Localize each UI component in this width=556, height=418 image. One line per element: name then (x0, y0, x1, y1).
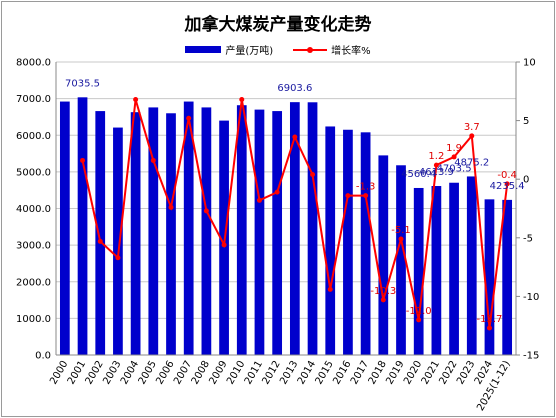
growth-point (469, 133, 475, 139)
line-data-label: 1.2 (428, 151, 444, 162)
y-left-tick-label: 1000.0 (16, 314, 51, 325)
growth-point (221, 242, 227, 248)
bar (236, 105, 247, 355)
bars-layer (59, 97, 513, 356)
y-right-tick-label: 0 (523, 175, 529, 186)
bar (113, 127, 123, 355)
chart-title: 加拿大煤炭产量变化走势 (184, 15, 372, 35)
growth-point (398, 236, 404, 242)
bar (59, 101, 70, 356)
legend-item-growth: 增长率% (293, 42, 371, 57)
growth-point (274, 189, 280, 195)
y-left-tick-label: 8000.0 (16, 58, 51, 69)
growth-point (203, 208, 209, 214)
growth-point (133, 97, 139, 103)
line-data-label: -12.0 (406, 306, 432, 317)
growth-point (380, 297, 386, 303)
bar (183, 101, 194, 356)
bar (466, 176, 477, 355)
growth-point (486, 325, 492, 331)
legend-label-production: 产量(万吨) (225, 46, 274, 57)
growth-point (310, 172, 316, 178)
y-right-tick-label: -10 (523, 292, 539, 303)
y-right-tick-label: -15 (523, 351, 539, 362)
legend-item-production: 产量(万吨) (185, 42, 273, 57)
growth-point (504, 181, 510, 187)
bar (484, 199, 495, 355)
bar-data-label: 4613.9 (419, 167, 454, 178)
y-right-tick-label: 5 (523, 116, 529, 127)
growth-point (416, 317, 422, 323)
line-data-label: 1.9 (446, 143, 462, 154)
y-left-tick-label: 6000.0 (16, 131, 51, 142)
y-left-tick-label: 2000.0 (16, 277, 51, 288)
bar (449, 182, 459, 355)
y-left-tick-label: 4000.0 (16, 204, 51, 215)
bar (254, 109, 265, 355)
legend-swatch-bar (185, 46, 222, 53)
line-layer (80, 97, 510, 331)
bar (396, 165, 406, 355)
line-data-label: -0.4 (497, 170, 517, 181)
bar-data-label: 6903.6 (277, 83, 312, 94)
bar (360, 132, 371, 355)
bar-data-label: 4560.4 (401, 169, 436, 180)
bar (378, 155, 389, 355)
line-data-label: -10.3 (370, 286, 396, 297)
bar (148, 107, 159, 355)
bar (343, 129, 353, 355)
growth-point (363, 193, 369, 199)
bar (272, 111, 283, 355)
bar (166, 113, 176, 356)
bar (325, 126, 336, 356)
bar-data-label: 4875.2 (454, 157, 489, 168)
growth-point (97, 238, 103, 244)
bar (77, 97, 88, 355)
growth-point (239, 97, 245, 103)
bar-data-label: 7035.5 (65, 78, 100, 89)
growth-point (168, 204, 174, 210)
line-data-label: -12.7 (477, 314, 503, 325)
y-left-tick-label: 0.0 (35, 351, 51, 362)
growth-point (115, 255, 121, 261)
grid-layer (56, 61, 516, 356)
legend: 产量(万吨) 增长率% (0, 42, 556, 57)
legend-label-growth: 增长率% (331, 46, 371, 57)
growth-point (186, 115, 192, 121)
bar (431, 186, 442, 355)
line-data-label: -1.3 (356, 182, 376, 193)
bar (307, 102, 318, 355)
y-left-tick-label: 7000.0 (16, 94, 51, 105)
bar (95, 111, 106, 355)
growth-point (292, 134, 298, 140)
line-data-label: 3.7 (464, 122, 480, 133)
y-left-tick-label: 3000.0 (16, 241, 51, 252)
bar-data-label: 4235.4 (490, 181, 525, 192)
growth-point (150, 157, 156, 163)
y-right-tick-label: 10 (523, 58, 536, 69)
growth-point (80, 157, 86, 163)
bar (502, 199, 513, 355)
growth-point (256, 197, 262, 203)
growth-point (327, 286, 333, 292)
bar (130, 112, 141, 356)
growth-point (451, 154, 457, 160)
y-left-tick-label: 5000.0 (16, 167, 51, 178)
line-data-label: -5.1 (391, 225, 411, 236)
bar (289, 102, 300, 356)
growth-point (345, 193, 351, 199)
bar (201, 107, 212, 355)
legend-swatch-line (293, 45, 328, 55)
growth-point (433, 162, 439, 168)
bar-data-label: 4703.5 (437, 164, 472, 175)
bar (413, 187, 424, 355)
y-right-tick-label: -5 (523, 233, 533, 244)
